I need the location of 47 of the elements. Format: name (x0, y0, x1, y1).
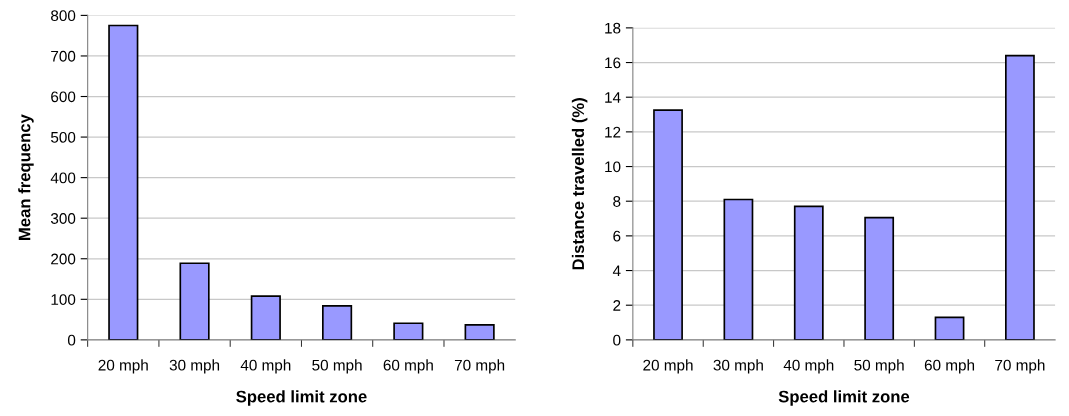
y-tick-label: 800 (51, 10, 76, 22)
y-tick-label: 100 (51, 294, 76, 305)
y-tick-label: 0 (613, 334, 621, 346)
y-tick-label: 500 (50, 131, 76, 143)
y-tick-label: 14 (605, 92, 621, 103)
bar (179, 262, 210, 340)
x-tick-label: 20 mph (98, 359, 148, 374)
bar (653, 109, 683, 340)
y-tick-label: 10 (605, 161, 621, 173)
x-tick-label: 30 mph (169, 359, 220, 374)
y-tick-label: 16 (605, 57, 621, 69)
y-tick-label: 0 (67, 334, 76, 346)
x-axis-title: Speed limit zone (778, 390, 910, 406)
y-tick-label: 6 (613, 230, 621, 242)
bar (723, 198, 754, 340)
bar (464, 324, 495, 340)
y-tick-label: 200 (51, 253, 76, 265)
bar (393, 322, 424, 340)
y-tick-label: 400 (50, 172, 76, 184)
y-axis-title: Mean frequency (18, 114, 34, 240)
bar (934, 316, 965, 340)
y-tick-label: 600 (51, 91, 76, 103)
y-tick-label: 18 (605, 22, 621, 34)
bar (250, 295, 281, 340)
x-tick-label: 70 mph (454, 359, 505, 374)
bar (793, 205, 824, 340)
x-tick-label: 30 mph (713, 359, 763, 374)
bar (108, 24, 139, 340)
bar (864, 216, 895, 340)
y-tick-label: 700 (51, 50, 76, 62)
x-tick-label: 60 mph (383, 359, 433, 374)
y-tick-label: 12 (605, 126, 621, 138)
y-axis-title: Distance travelled (%) (571, 98, 588, 270)
bar (322, 304, 353, 340)
x-tick-label: 40 mph (240, 359, 291, 374)
x-tick-label: 50 mph (312, 359, 362, 374)
y-tick-label: 4 (612, 265, 621, 277)
x-axis-title: Speed limit zone (236, 390, 367, 406)
y-tick-label: 300 (50, 213, 76, 224)
x-tick-label: 60 mph (924, 359, 975, 374)
x-tick-label: 40 mph (783, 359, 834, 374)
y-tick-label: 8 (613, 196, 621, 207)
bar (1005, 54, 1035, 340)
x-tick-label: 20 mph (643, 359, 693, 374)
y-tick-label: 2 (613, 300, 621, 311)
x-tick-label: 50 mph (854, 359, 904, 374)
x-tick-label: 70 mph (995, 359, 1045, 374)
